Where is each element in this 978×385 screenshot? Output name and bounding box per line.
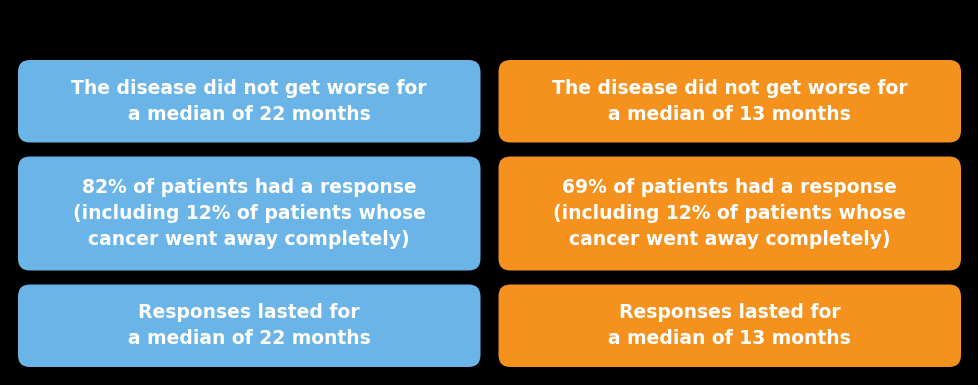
Text: 69% of patients had a response
(including 12% of patients whose
cancer went away: 69% of patients had a response (includin… [553,178,906,249]
FancyBboxPatch shape [18,285,480,367]
FancyBboxPatch shape [18,60,480,142]
FancyBboxPatch shape [498,285,960,367]
FancyBboxPatch shape [498,156,960,271]
Text: The disease did not get worse for
a median of 22 months: The disease did not get worse for a medi… [71,79,426,124]
Text: The disease did not get worse for
a median of 13 months: The disease did not get worse for a medi… [552,79,907,124]
Text: Responses lasted for
a median of 22 months: Responses lasted for a median of 22 mont… [128,303,371,348]
FancyBboxPatch shape [18,156,480,271]
Text: 82% of patients had a response
(including 12% of patients whose
cancer went away: 82% of patients had a response (includin… [72,178,425,249]
FancyBboxPatch shape [498,60,960,142]
Text: Responses lasted for
a median of 13 months: Responses lasted for a median of 13 mont… [607,303,850,348]
